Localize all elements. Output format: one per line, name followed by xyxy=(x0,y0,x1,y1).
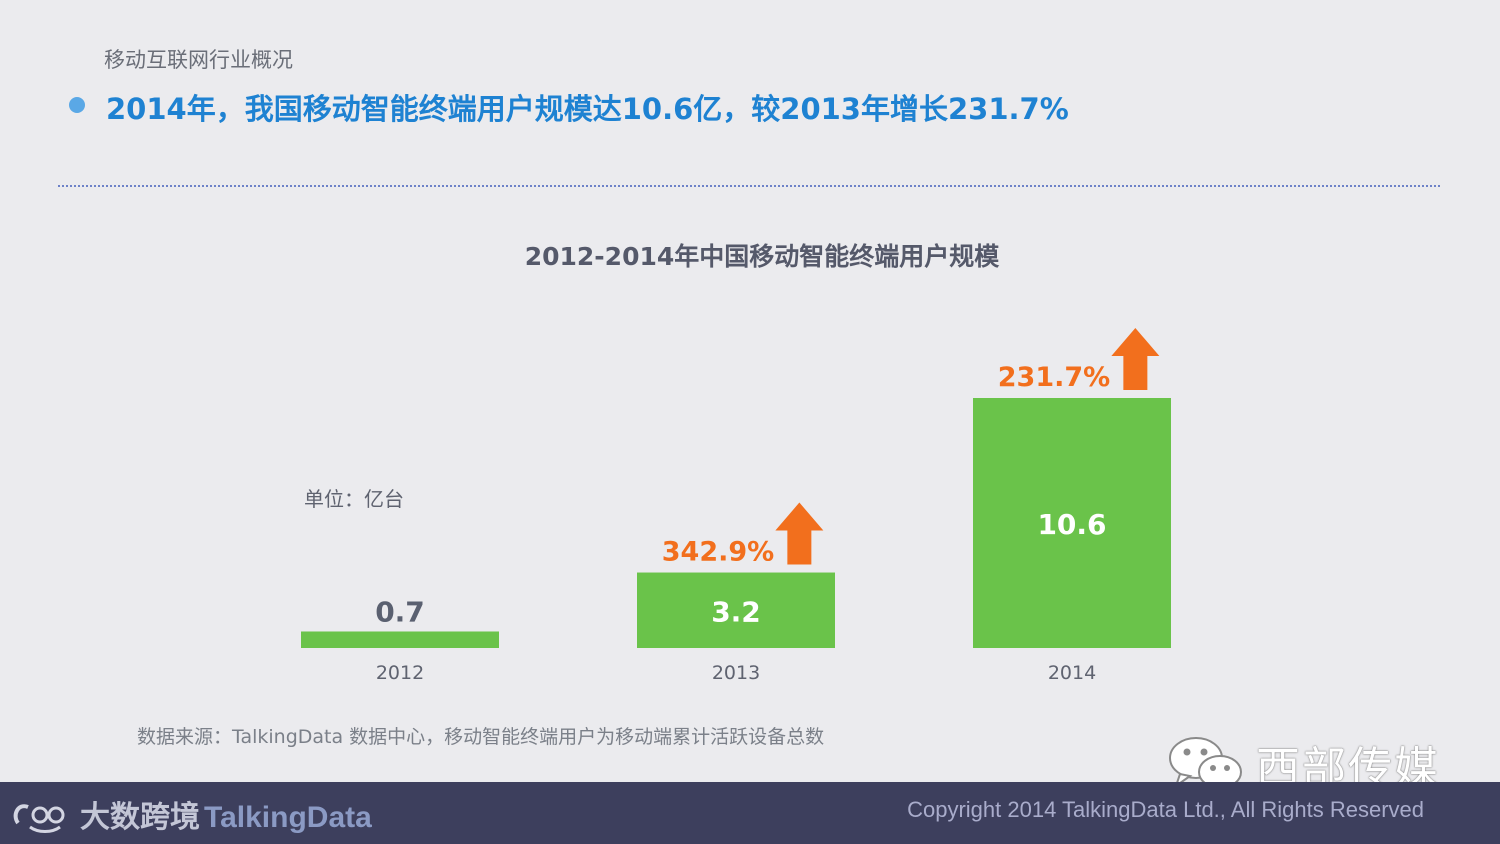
wechat-icon xyxy=(1169,737,1242,793)
bar-chart: 2012-2014年中国移动智能终端用户规模 单位：亿台 0.7 2012 3.2 2… xyxy=(301,242,1171,684)
value-label-2014: 10.6 xyxy=(1037,508,1106,541)
logo-brand: TalkingData xyxy=(204,801,372,834)
section-label: 移动互联网行业概况 xyxy=(104,48,293,72)
x-tick-2013: 2013 xyxy=(712,662,760,684)
growth-arrow-2013 xyxy=(775,502,824,565)
value-label-2012: 0.7 xyxy=(375,595,425,628)
footer-logo: 大数跨境 TalkingData xyxy=(8,792,372,836)
bar-2012 xyxy=(301,631,499,648)
divider xyxy=(58,185,1440,187)
x-tick-2014: 2014 xyxy=(1048,662,1096,684)
unit-label: 单位：亿台 xyxy=(304,487,404,511)
growth-label-2014: 231.7% xyxy=(998,362,1110,393)
source-note: 数据来源：TalkingData 数据中心，移动智能终端用户为移动端累计活跃设备… xyxy=(137,726,825,748)
chart-title: 2012-2014年中国移动智能终端用户规模 xyxy=(525,242,1001,271)
copyright: Copyright 2014 TalkingData Ltd., All Rig… xyxy=(907,797,1424,822)
headline-bullet xyxy=(69,97,85,113)
bar-2014 xyxy=(973,398,1171,648)
logo-prefix: 大数跨境 xyxy=(80,800,200,835)
growth-arrow-2014 xyxy=(1111,328,1160,390)
growth-label-2013: 342.9% xyxy=(662,537,774,568)
bar-2013 xyxy=(637,572,835,648)
logo-mark-icon xyxy=(13,804,65,833)
footer-bar: 大数跨境 TalkingData Copyright 2014 TalkingDa… xyxy=(0,782,1500,844)
value-label-2013: 3.2 xyxy=(711,595,761,628)
x-tick-2012: 2012 xyxy=(376,662,424,684)
headline: 2014年，我国移动智能终端用户规模达10.6亿，较2013年增长231.7% xyxy=(106,92,1069,126)
logo-text: 大数跨境 TalkingData xyxy=(80,792,372,836)
